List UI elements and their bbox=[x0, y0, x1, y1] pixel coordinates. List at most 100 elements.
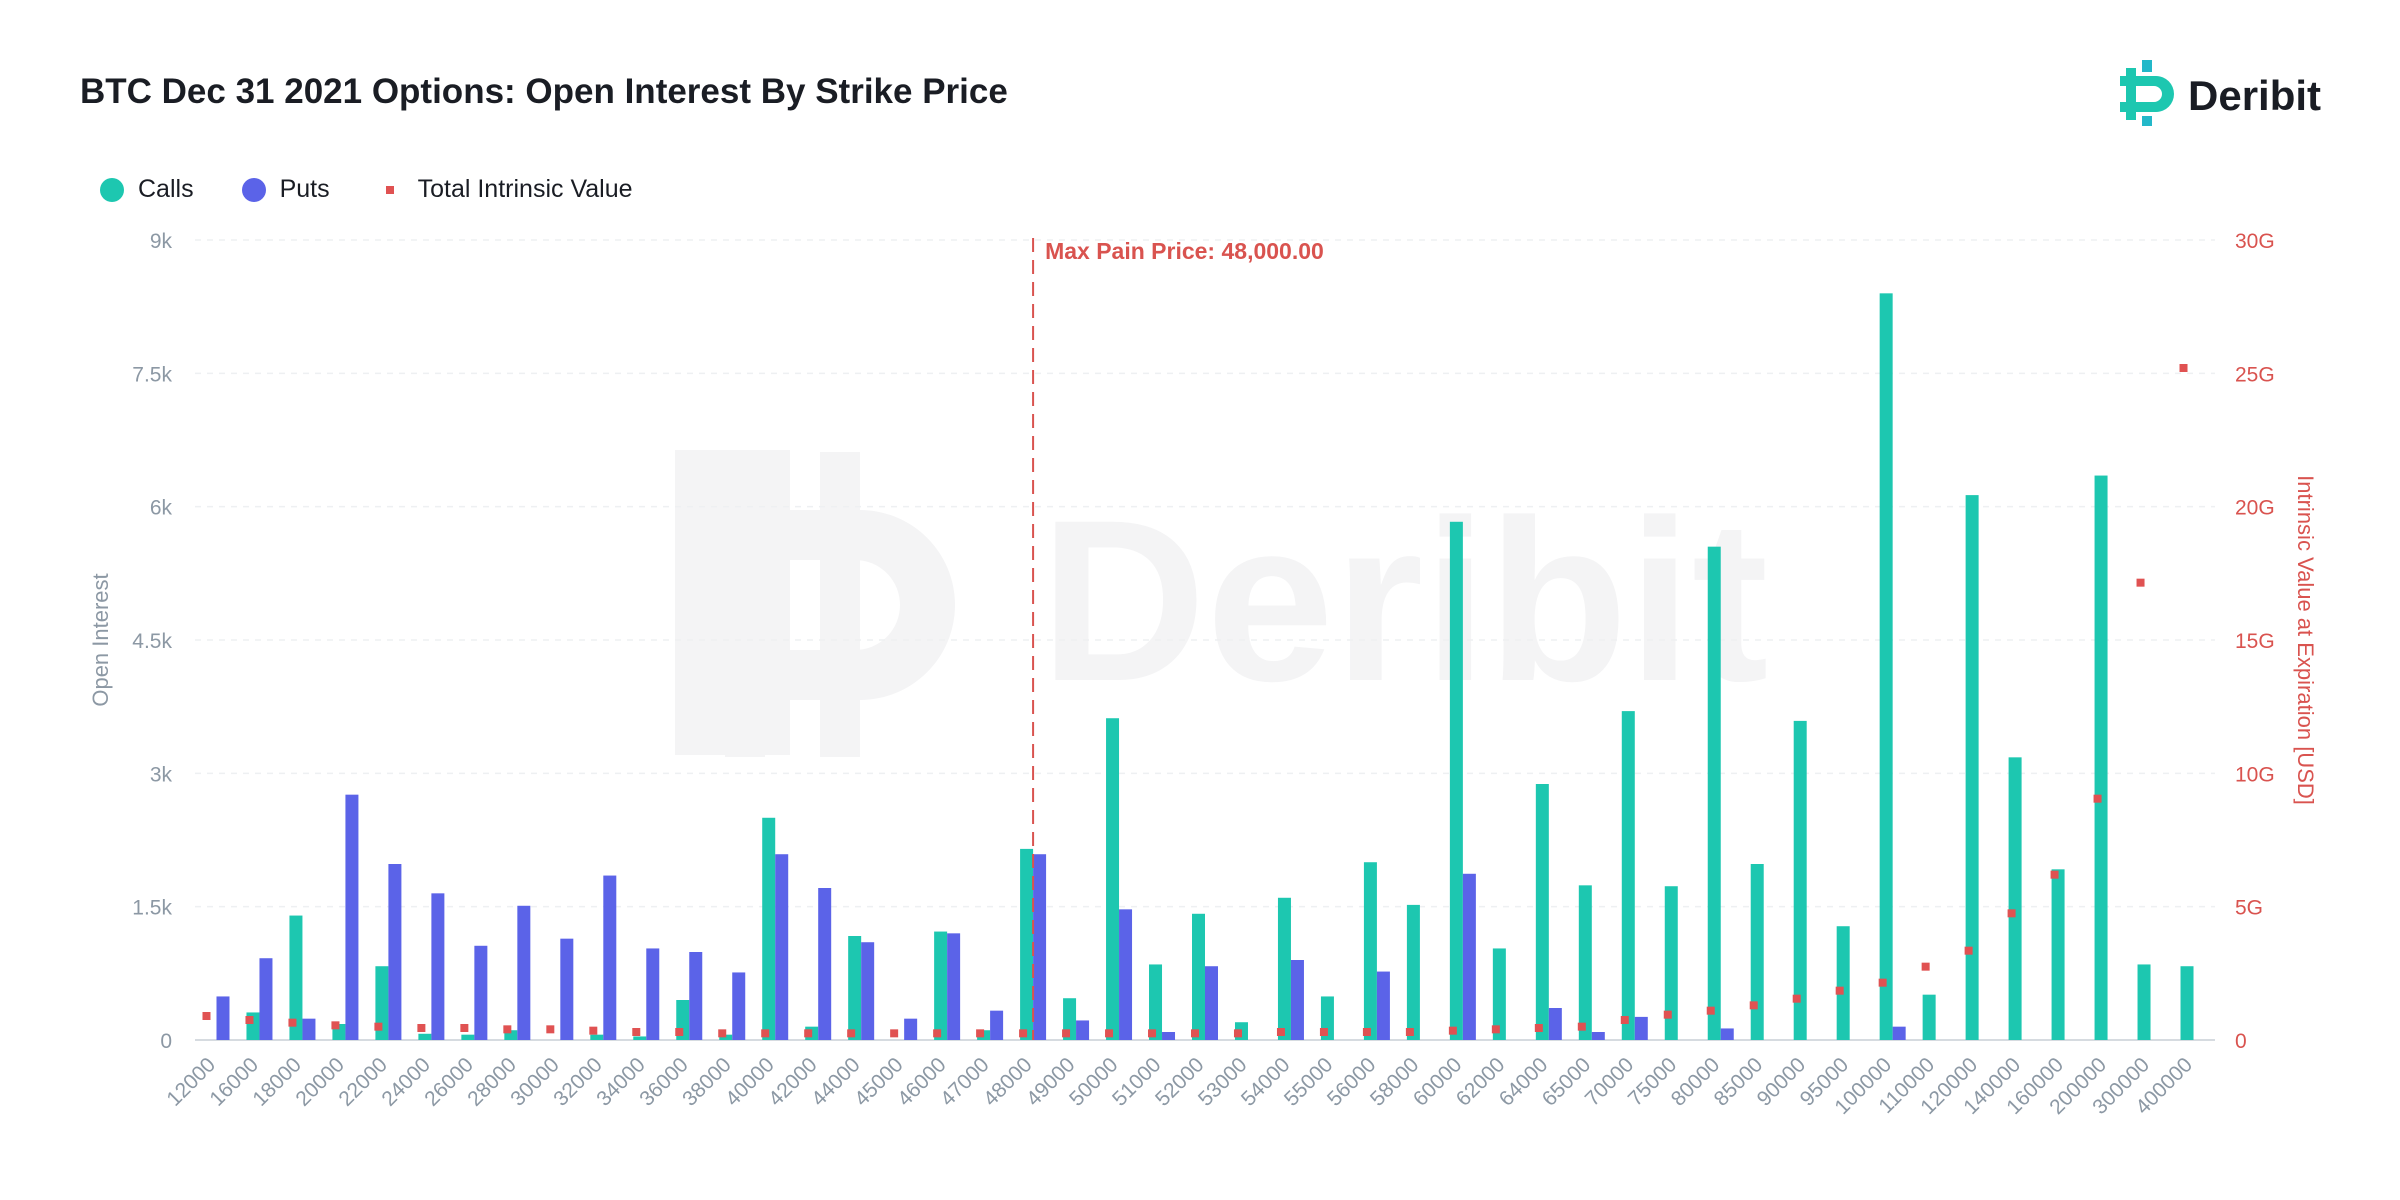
y-tick-label: 4.5k bbox=[132, 630, 172, 653]
intrinsic-point bbox=[2050, 870, 2059, 879]
calls-bar bbox=[1363, 862, 1377, 1040]
intrinsic-point bbox=[1577, 1022, 1586, 1031]
legend-intrinsic[interactable]: Total Intrinsic Value bbox=[378, 175, 633, 204]
x-tick-label: 16000 bbox=[205, 1053, 263, 1111]
intrinsic-point bbox=[718, 1029, 727, 1038]
x-tick-label: 53000 bbox=[1194, 1053, 1252, 1111]
x-tick-label: 90000 bbox=[1753, 1053, 1811, 1111]
intrinsic-point bbox=[1405, 1028, 1414, 1036]
intrinsic-point bbox=[374, 1022, 383, 1031]
y-axis-title: Open Interest bbox=[88, 573, 113, 706]
chart-title: BTC Dec 31 2021 Options: Open Interest B… bbox=[80, 72, 1008, 111]
intrinsic-point bbox=[331, 1021, 340, 1030]
intrinsic-point bbox=[1319, 1028, 1328, 1036]
chart-legend: Calls Puts Total Intrinsic Value bbox=[100, 175, 681, 204]
calls-bar bbox=[1965, 495, 1979, 1041]
intrinsic-point bbox=[1191, 1029, 1199, 1038]
x-tick-label: 24000 bbox=[377, 1053, 435, 1111]
puts-bar bbox=[1076, 1020, 1090, 1040]
calls-bar bbox=[934, 931, 948, 1040]
intrinsic-point bbox=[804, 1029, 813, 1038]
calls-bar bbox=[2008, 757, 2022, 1040]
intrinsic-point bbox=[1749, 1001, 1758, 1010]
y-tick-label: 7.5k bbox=[132, 363, 172, 386]
calls-bar bbox=[1664, 886, 1678, 1040]
intrinsic-point bbox=[976, 1029, 985, 1038]
intrinsic-point bbox=[1534, 1024, 1543, 1032]
x-tick-label: 30000 bbox=[506, 1053, 564, 1111]
intrinsic-point bbox=[1062, 1029, 1071, 1038]
y2-tick-label: 25G bbox=[2235, 363, 2275, 386]
puts-bar bbox=[560, 938, 574, 1040]
puts-bar bbox=[1162, 1032, 1176, 1040]
x-tick-label: 34000 bbox=[592, 1053, 650, 1111]
x-tick-label: 85000 bbox=[1710, 1053, 1768, 1111]
x-tick-label: 38000 bbox=[678, 1053, 736, 1111]
puts-bar bbox=[259, 958, 273, 1040]
puts-bar bbox=[646, 948, 660, 1040]
intrinsic-point bbox=[2093, 794, 2102, 803]
puts-bar bbox=[345, 794, 359, 1040]
x-tick-label: 65000 bbox=[1538, 1053, 1596, 1111]
puts-bar bbox=[775, 854, 789, 1040]
y2-tick-label: 30G bbox=[2235, 230, 2275, 253]
intrinsic-point bbox=[1878, 978, 1887, 987]
x-tick-label: 20000 bbox=[291, 1053, 349, 1111]
calls-bar bbox=[1836, 926, 1850, 1040]
calls-bar bbox=[1192, 913, 1205, 1040]
calls-bar bbox=[1020, 848, 1034, 1040]
intrinsic-point bbox=[503, 1025, 512, 1034]
calls-bar bbox=[418, 1033, 432, 1040]
puts-bar bbox=[861, 942, 875, 1040]
x-tick-label: 50000 bbox=[1065, 1053, 1123, 1111]
intrinsic-point bbox=[1105, 1029, 1114, 1038]
x-tick-label: 64000 bbox=[1495, 1053, 1553, 1111]
intrinsic-point bbox=[847, 1029, 856, 1038]
y2-axis-title: Intrinsic Value at Expiration [USD] bbox=[2293, 475, 2318, 805]
puts-bar bbox=[517, 905, 531, 1040]
x-tick-label: 46000 bbox=[893, 1053, 951, 1111]
intrinsic-point bbox=[202, 1012, 211, 1020]
legend-puts[interactable]: Puts bbox=[241, 175, 330, 204]
x-tick-label: 70000 bbox=[1581, 1053, 1639, 1111]
calls-bar bbox=[762, 817, 776, 1040]
legend-puts-swatch bbox=[241, 177, 266, 202]
puts-bar bbox=[904, 1018, 918, 1040]
y-tick-label: 0 bbox=[160, 1030, 172, 1053]
calls-bar bbox=[461, 1034, 475, 1040]
intrinsic-point bbox=[589, 1026, 598, 1035]
watermark: Deribit bbox=[675, 450, 1768, 757]
legend-intrinsic-swatch bbox=[385, 185, 394, 194]
calls-bar bbox=[1106, 718, 1120, 1040]
x-tick-label: 40000 bbox=[721, 1053, 779, 1111]
calls-bar bbox=[2137, 964, 2151, 1040]
x-tick-label: 54000 bbox=[1237, 1053, 1295, 1111]
intrinsic-point bbox=[1921, 962, 1930, 971]
intrinsic-point bbox=[288, 1018, 297, 1027]
y2-axis: 0 5G 10G 15G 20G 25G 30G bbox=[2235, 230, 2275, 1053]
puts-bar bbox=[1205, 966, 1218, 1040]
y2-tick-label: 5G bbox=[2235, 897, 2263, 920]
y-tick-label: 6k bbox=[150, 497, 173, 520]
calls-bar bbox=[2094, 475, 2108, 1040]
puts-bar bbox=[1376, 971, 1390, 1040]
y-tick-label: 1.5k bbox=[132, 897, 172, 920]
legend-calls[interactable]: Calls bbox=[100, 175, 194, 204]
x-axis: 1200016000180002000022000240002600028000… bbox=[162, 1053, 2197, 1119]
intrinsic-point bbox=[546, 1025, 555, 1034]
calls-bar bbox=[633, 1036, 647, 1040]
calls-bar bbox=[1922, 994, 1936, 1040]
puts-bar bbox=[947, 933, 961, 1040]
x-tick-label: 44000 bbox=[807, 1053, 865, 1111]
intrinsic-point bbox=[1448, 1026, 1457, 1035]
legend-calls-label: Calls bbox=[138, 175, 194, 203]
intrinsic-point bbox=[2136, 578, 2145, 587]
bars bbox=[216, 293, 2194, 1041]
puts-bar bbox=[388, 864, 402, 1040]
puts-bar bbox=[1290, 960, 1304, 1040]
x-tick-label: 12000 bbox=[162, 1053, 220, 1111]
intrinsic-point bbox=[1835, 986, 1844, 995]
x-tick-label: 42000 bbox=[764, 1053, 822, 1111]
intrinsic-point bbox=[761, 1029, 770, 1038]
x-tick-label: 36000 bbox=[635, 1053, 693, 1111]
